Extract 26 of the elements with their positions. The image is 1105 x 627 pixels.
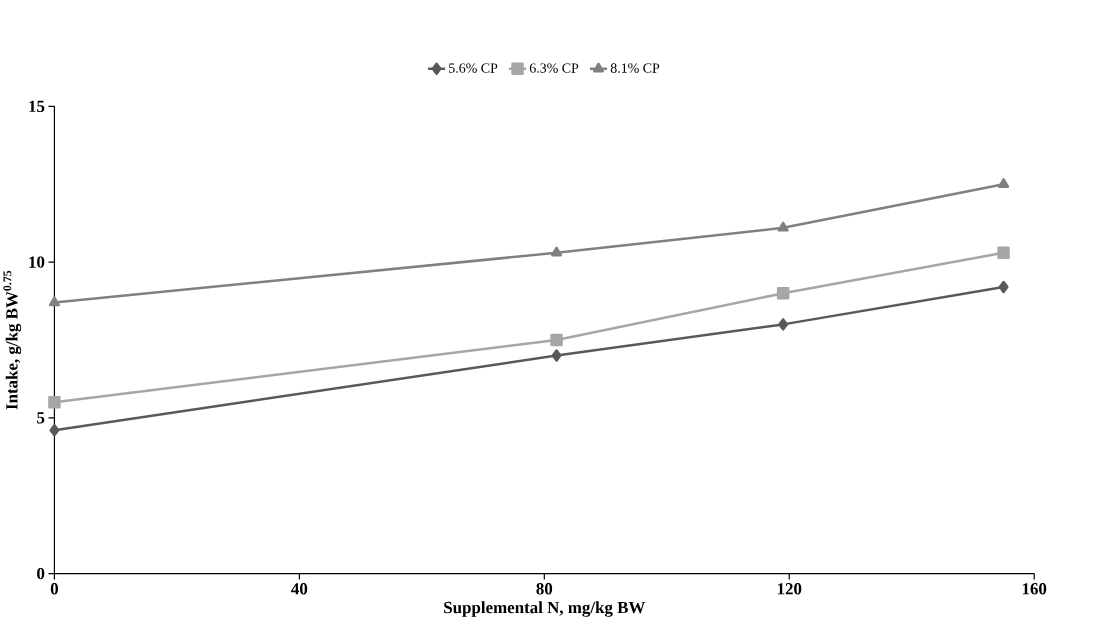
legend-label: 6.3% CP <box>529 63 579 73</box>
point <box>550 333 563 347</box>
y-axis-title: Intake, g/kg BW$^{0.75}$ <box>3 270 22 410</box>
y-tick-label: 0 <box>37 567 45 580</box>
point <box>998 177 1010 188</box>
point <box>777 221 789 232</box>
legend-label: 5.6% CP <box>449 63 498 73</box>
point <box>778 317 789 331</box>
point <box>48 296 60 307</box>
y-tick-label: 15 <box>29 100 45 112</box>
point <box>551 349 562 362</box>
point <box>776 286 790 300</box>
legend-label: 8.1% CP <box>610 63 660 73</box>
x-tick-label: 160 <box>1022 582 1047 595</box>
x-tick-label: 80 <box>536 582 553 595</box>
point <box>551 246 563 257</box>
y-tick-label: 5 <box>37 412 45 424</box>
x-tick-label: 0 <box>50 582 59 595</box>
y-tick-label: 10 <box>29 256 45 268</box>
point <box>48 395 61 409</box>
x-tick-label: 40 <box>291 582 308 595</box>
point <box>49 423 60 437</box>
x-axis-title: Supplemental N, mg/kg BW <box>444 601 646 617</box>
point <box>997 246 1010 259</box>
point <box>998 280 1009 294</box>
x-tick-label: 120 <box>777 582 802 595</box>
